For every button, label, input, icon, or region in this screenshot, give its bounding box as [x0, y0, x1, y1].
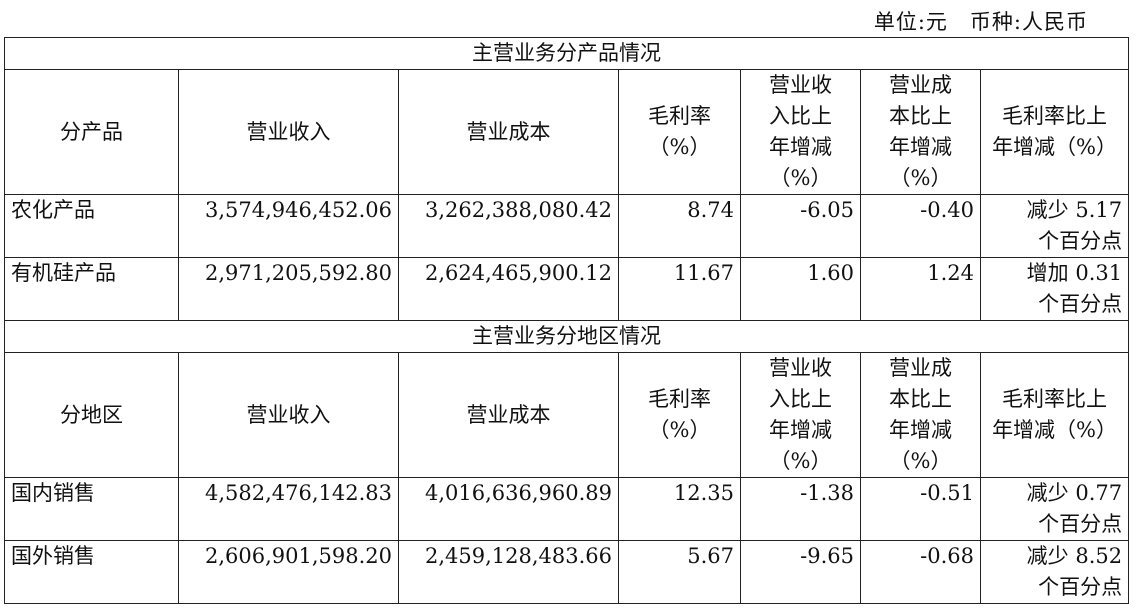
table-row: 农化产品 3,574,946,452.06 3,262,388,080.42 8.74…	[4, 194, 1130, 258]
table-cell: 8.74	[618, 194, 741, 258]
column-header: 营业成本	[398, 352, 619, 478]
table-cell: 减少 5.17 个百分点	[979, 194, 1130, 258]
column-header: 毛利率 （%）	[618, 352, 741, 478]
column-header: 分地区	[4, 352, 179, 478]
table-cell: -0.40	[860, 194, 981, 258]
table-cell: -0.68	[860, 540, 981, 604]
region-section-row: 主营业务分地区情况	[3, 320, 1130, 353]
table-cell: 2,971,205,592.80	[178, 257, 399, 321]
column-header: 毛利率 （%）	[618, 69, 741, 195]
table-cell: 减少 8.52 个百分点	[979, 540, 1130, 604]
product-section-row: 主营业务分产品情况	[3, 37, 1130, 70]
table-row: 国内销售 4,582,476,142.83 4,016,636,960.89 12.3…	[4, 477, 1130, 541]
table-cell: 减少 0.77 个百分点	[979, 477, 1130, 541]
table-cell: 3,262,388,080.42	[398, 194, 619, 258]
column-header: 营业收 入比上 年增减 （%）	[740, 352, 861, 478]
table-cell: 2,606,901,598.20	[178, 540, 399, 604]
table-cell: -9.65	[740, 540, 861, 604]
table-cell: -6.05	[740, 194, 861, 258]
table-row: 有机硅产品 2,971,205,592.80 2,624,465,900.12 11.…	[4, 257, 1130, 321]
column-header: 毛利率比上 年增减（%）	[979, 69, 1130, 195]
column-header: 营业成 本比上 年增减 （%）	[860, 69, 981, 195]
row-label: 国内销售	[4, 477, 179, 541]
table-cell: 4,016,636,960.89	[398, 477, 619, 541]
table-cell: 2,459,128,483.66	[398, 540, 619, 604]
column-header: 营业成本	[398, 69, 619, 195]
table-cell: 4,582,476,142.83	[178, 477, 399, 541]
product-section-title: 主营业务分产品情况	[3, 37, 1130, 70]
table-cell: 1.60	[740, 257, 861, 321]
region-section-title: 主营业务分地区情况	[3, 320, 1130, 353]
table-cell: 2,624,465,900.12	[398, 257, 619, 321]
table-cell: 1.24	[860, 257, 981, 321]
column-header: 营业收入	[178, 352, 399, 478]
column-header: 分产品	[4, 69, 179, 195]
table-row: 国外销售 2,606,901,598.20 2,459,128,483.66 5.67…	[4, 540, 1130, 604]
row-label: 国外销售	[4, 540, 179, 604]
column-header: 毛利率比上 年增减（%）	[979, 352, 1130, 478]
column-header: 营业收 入比上 年增减 （%）	[740, 69, 861, 195]
table-cell: -0.51	[860, 477, 981, 541]
table-cell: -1.38	[740, 477, 861, 541]
table-cell: 增加 0.31 个百分点	[979, 257, 1130, 321]
table-cell: 3,574,946,452.06	[178, 194, 399, 258]
unit-currency-label: 单位:元 币种:人民币	[873, 10, 1088, 34]
column-header: 营业收入	[178, 69, 399, 195]
row-label: 农化产品	[4, 194, 179, 258]
column-header: 营业成 本比上 年增减 （%）	[860, 352, 981, 478]
region-header-row: 分地区 营业收入 营业成本 毛利率 （%） 营业收 入比上 年增减 （%） 营业成 本比上…	[4, 352, 1130, 478]
table-cell: 5.67	[618, 540, 741, 604]
main-business-table: 主营业务分产品情况 分产品 营业收入 营业成本 毛利率 （%） 营业收 入比上 年增减 （…	[3, 37, 1130, 604]
row-label: 有机硅产品	[4, 257, 179, 321]
product-header-row: 分产品 营业收入 营业成本 毛利率 （%） 营业收 入比上 年增减 （%） 营业成 本比上…	[4, 69, 1130, 195]
table-cell: 11.67	[618, 257, 741, 321]
table-cell: 12.35	[618, 477, 741, 541]
